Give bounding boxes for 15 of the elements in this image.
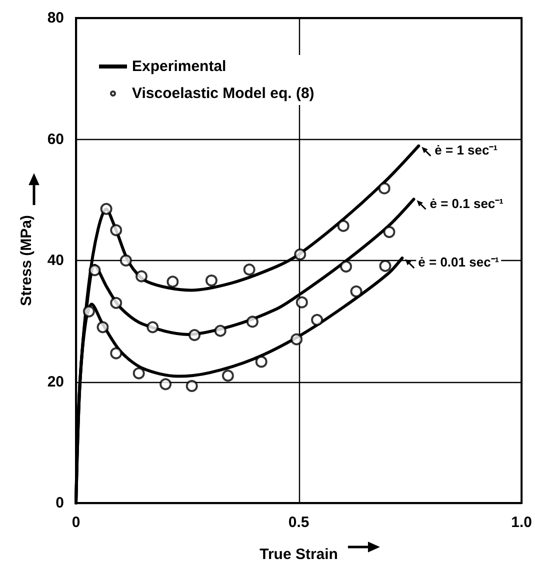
annotation: ė = 0.1 sec⁻¹ [430, 196, 504, 211]
y-tick-label: 40 [47, 252, 64, 269]
annotation: ė = 1 sec⁻¹ [434, 142, 498, 158]
annotation: ė = 0.01 sec⁻¹ [418, 254, 500, 270]
y-tick-label: 60 [47, 130, 64, 148]
legend-label: Experimental [132, 58, 226, 75]
x-tick-label: 1.0 [511, 514, 532, 531]
y-tick-label: 0 [56, 494, 64, 512]
x-tick-label: 0 [72, 514, 80, 531]
y-axis-title: Stress (MPa) [18, 215, 35, 306]
y-tick-label: 80 [47, 10, 64, 26]
x-tick-label: 0.5 [288, 514, 310, 531]
x-axis-title: True Strain [260, 546, 338, 563]
y-tick-label: 20 [47, 373, 64, 390]
legend-label: Viscoelastic Model eq. (8) [132, 85, 314, 102]
